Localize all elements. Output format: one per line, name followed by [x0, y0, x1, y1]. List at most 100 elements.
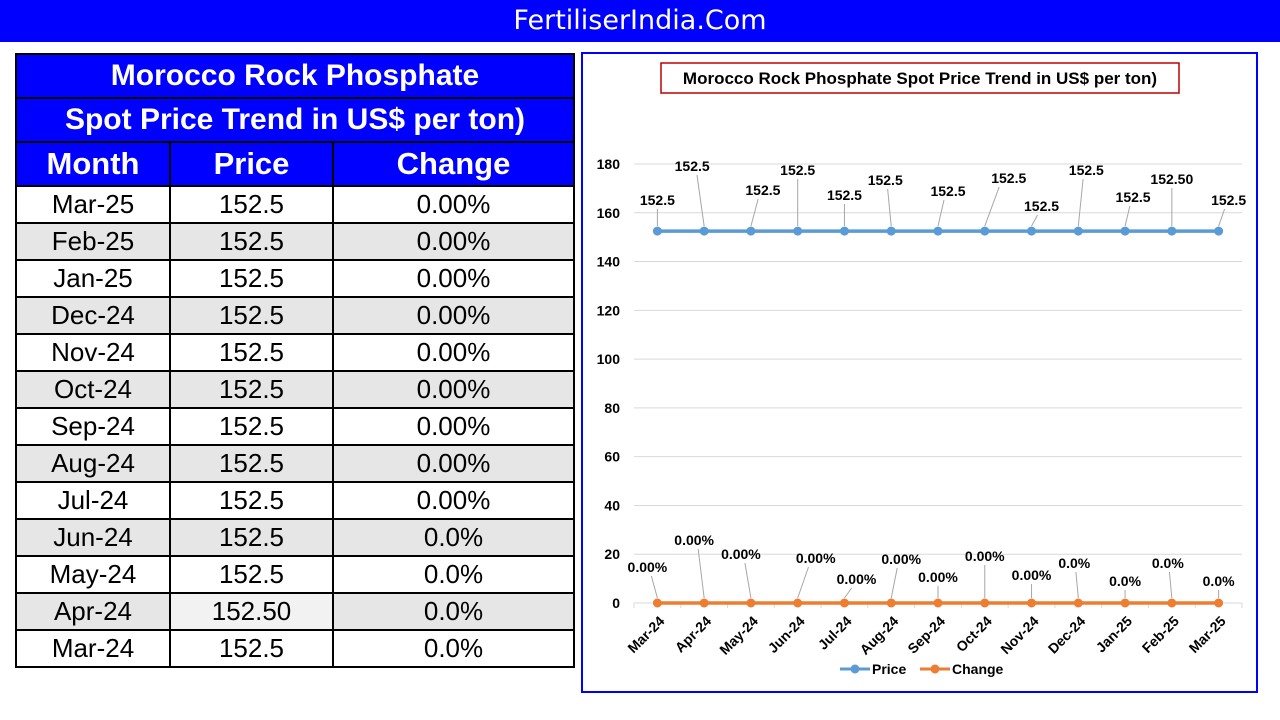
table-title-row-2: Spot Price Trend in US$ per ton) [15, 97, 575, 143]
data-point [1073, 598, 1083, 608]
x-tick-label: Mar-25 [1186, 613, 1229, 656]
data-point [1120, 226, 1130, 236]
table-row: Jun-24 152.5 0.0% [15, 518, 575, 557]
data-label: 0.00% [1012, 567, 1052, 583]
data-label: 152.5 [640, 192, 675, 208]
x-tick-label: Jun-24 [765, 613, 808, 656]
data-label: 152.5 [1116, 189, 1151, 205]
cell-month: Jan-25 [15, 259, 171, 298]
data-point [793, 226, 803, 236]
table-row: Apr-24 152.50 0.0% [15, 592, 575, 631]
cell-price: 152.5 [169, 407, 334, 446]
data-point [839, 598, 849, 608]
legend-label: Price [872, 661, 906, 677]
cell-price: 152.5 [169, 259, 334, 298]
data-point [699, 226, 709, 236]
x-axis: Mar-24 Apr-24 May-24 Jun-24 Jul-24 Aug-24 Sep-… [624, 603, 1243, 658]
series-change: 0.00%0.00%0.00% 0.00%0.00%0.00%0.00%0.00%… [628, 532, 1235, 608]
data-point [1027, 226, 1037, 236]
data-label: 152.5 [827, 187, 862, 203]
cell-change: 0.0% [332, 518, 575, 557]
data-point [980, 226, 990, 236]
line-chart: Morocco Rock Phosphate Spot Price Trend … [597, 62, 1246, 677]
cell-month: Mar-24 [15, 629, 171, 668]
data-label: 152.5 [745, 182, 780, 198]
table-row: Mar-25 152.5 0.00% [15, 185, 575, 224]
y-tick-label: 40 [604, 497, 620, 513]
table-row: Oct-24 152.5 0.00% [15, 370, 575, 409]
cell-price: 152.5 [169, 222, 334, 261]
cell-change: 0.00% [332, 407, 575, 446]
cell-month: Jul-24 [15, 481, 171, 520]
data-label: 152.5 [1211, 192, 1246, 208]
data-label: 152.5 [780, 162, 815, 178]
data-point [933, 598, 943, 608]
table-title-line-2: Spot Price Trend in US$ per ton) [15, 97, 575, 143]
cell-price: 152.5 [169, 518, 334, 557]
table-row: Aug-24 152.5 0.00% [15, 444, 575, 483]
data-label: 0.0% [1109, 573, 1141, 589]
data-label: 0.00% [918, 569, 958, 585]
data-label: 0.0% [1203, 573, 1235, 589]
cell-change: 0.00% [332, 222, 575, 261]
cell-month: Jun-24 [15, 518, 171, 557]
data-point [746, 598, 756, 608]
legend-marker-icon [850, 664, 860, 674]
cell-price: 152.5 [169, 333, 334, 372]
data-label: 0.0% [1152, 555, 1184, 571]
x-tick-label: Aug-24 [856, 613, 901, 658]
data-label: 0.00% [674, 532, 714, 548]
x-tick-label: May-24 [716, 613, 761, 658]
table-row: Dec-24 152.5 0.00% [15, 296, 575, 335]
cell-change: 0.00% [332, 185, 575, 224]
data-point [886, 226, 896, 236]
x-tick-label: Dec-24 [1045, 613, 1089, 657]
cell-price: 152.5 [169, 444, 334, 483]
cell-change: 0.0% [332, 592, 575, 631]
data-point [1167, 226, 1177, 236]
data-point [839, 226, 849, 236]
column-header-price: Price [169, 141, 334, 187]
data-point [1214, 226, 1224, 236]
cell-month: Aug-24 [15, 444, 171, 483]
y-tick-label: 60 [604, 449, 620, 465]
column-header-month: Month [15, 141, 171, 187]
data-label: 152.50 [1150, 171, 1193, 187]
data-label: 0.0% [1058, 555, 1090, 571]
data-label: 152.5 [868, 172, 903, 188]
table-row: Jul-24 152.5 0.00% [15, 481, 575, 520]
data-label: 152.5 [675, 158, 710, 174]
cell-month: Sep-24 [15, 407, 171, 446]
x-tick-label: Apr-24 [672, 613, 715, 656]
cell-price: 152.5 [169, 555, 334, 594]
data-point [652, 226, 662, 236]
cell-price: 152.50 [169, 592, 334, 631]
data-point [980, 598, 990, 608]
cell-month: Oct-24 [15, 370, 171, 409]
column-header-change: Change [332, 141, 575, 187]
table-title-row-1: Morocco Rock Phosphate [15, 53, 575, 99]
data-point [1073, 226, 1083, 236]
cell-change: 0.0% [332, 629, 575, 668]
data-label: 0.00% [837, 571, 877, 587]
data-label: 152.5 [1069, 162, 1104, 178]
y-tick-label: 20 [604, 546, 620, 562]
cell-price: 152.5 [169, 481, 334, 520]
data-label: 0.00% [881, 551, 921, 567]
cell-month: Nov-24 [15, 333, 171, 372]
site-title: FertiliserIndia.Com [513, 5, 767, 36]
cell-month: May-24 [15, 555, 171, 594]
chart-title-text: Morocco Rock Phosphate Spot Price Trend … [683, 69, 1157, 88]
cell-price: 152.5 [169, 296, 334, 335]
x-tick-label: Jul-24 [815, 613, 855, 653]
x-tick-label: Jan-25 [1093, 613, 1136, 656]
price-table-container: Morocco Rock Phosphate Spot Price Trend … [15, 53, 575, 668]
data-label: 152.5 [930, 183, 965, 199]
cell-month: Apr-24 [15, 592, 171, 631]
data-label: 0.00% [796, 550, 836, 566]
legend-item-change: Change [920, 661, 1004, 677]
price-table: Morocco Rock Phosphate Spot Price Trend … [15, 53, 575, 668]
cell-price: 152.5 [169, 185, 334, 224]
x-tick-label: Mar-24 [624, 613, 667, 656]
cell-change: 0.00% [332, 370, 575, 409]
